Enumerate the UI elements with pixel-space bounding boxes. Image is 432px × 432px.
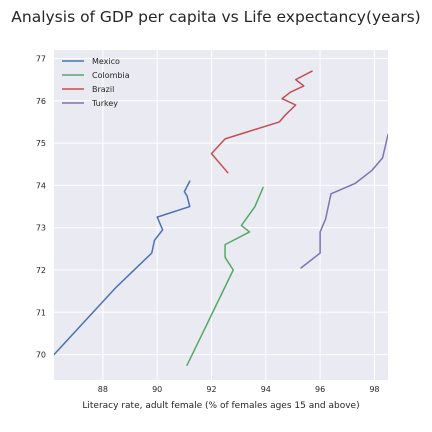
grid-layer: [54, 50, 388, 380]
series-line-mexico: [54, 180, 191, 356]
series-layer: [54, 70, 388, 366]
x-tick-label-2: 92: [206, 385, 216, 394]
plot-background: [54, 50, 388, 380]
y-tick-label-7: 77: [36, 54, 46, 63]
x-tick-label-3: 94: [261, 385, 271, 394]
legend-label-colombia: Colombia: [92, 71, 130, 80]
tick-layer: 88 90 92 94 96 98 70 71 72 73 74 75 76 77: [36, 54, 380, 394]
x-axis-label: Literacy rate, adult female (% of female…: [82, 401, 359, 411]
legend: Mexico Colombia Brazil Turkey: [62, 57, 130, 108]
y-tick-label-1: 71: [36, 308, 46, 317]
y-tick-label-0: 70: [36, 351, 46, 360]
x-tick-label-1: 90: [152, 385, 162, 394]
series-line-colombia: [186, 186, 264, 366]
series-line-turkey: [300, 133, 388, 269]
y-tick-label-5: 75: [36, 139, 46, 148]
y-tick-label-2: 72: [36, 266, 46, 275]
chart-title: Analysis of GDP per capita vs Life expec…: [11, 8, 420, 26]
y-tick-label-4: 74: [36, 181, 46, 190]
series-line-brazil: [210, 70, 313, 174]
legend-label-brazil: Brazil: [92, 85, 114, 94]
y-tick-label-6: 76: [36, 97, 46, 106]
x-tick-label-0: 88: [98, 385, 108, 394]
x-tick-label-4: 96: [315, 385, 325, 394]
x-tick-label-5: 98: [369, 385, 379, 394]
y-tick-label-3: 73: [36, 224, 46, 233]
legend-label-mexico: Mexico: [92, 57, 120, 66]
legend-label-turkey: Turkey: [91, 99, 118, 108]
